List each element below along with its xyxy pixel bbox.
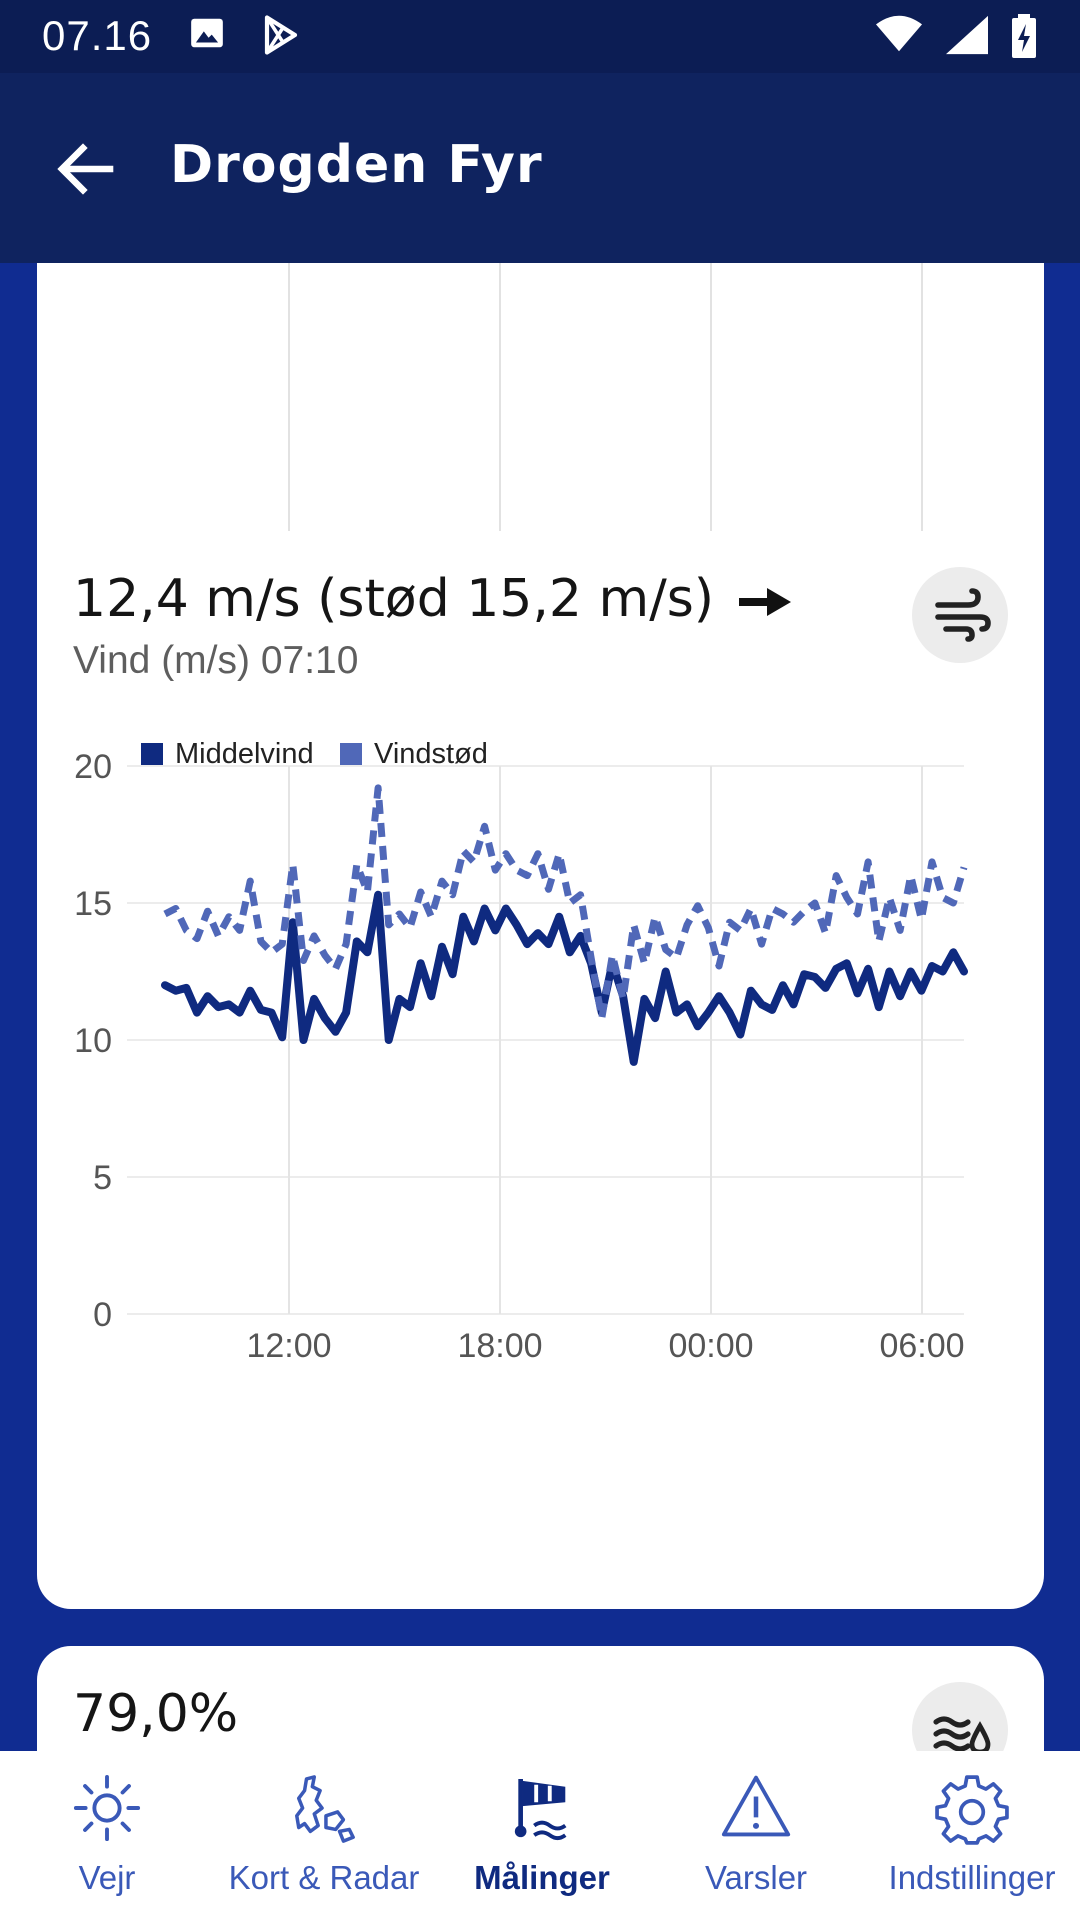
- windsock-icon: [514, 1778, 567, 1841]
- y-tick-label: 20: [74, 748, 112, 786]
- play-store-icon: [264, 15, 298, 55]
- nav-label-kort-radar: Kort & Radar: [228, 1859, 420, 1896]
- nav-label-varsler: Varsler: [704, 1859, 808, 1896]
- map-icon: [295, 1775, 355, 1843]
- legend-label: Middelvind: [175, 738, 314, 770]
- series-vindstod-line: [163, 784, 968, 1022]
- nav-item-indstillinger[interactable]: Indstillinger: [872, 1751, 1072, 1920]
- wifi-icon: [876, 15, 922, 52]
- humidity-badge: [912, 1682, 1008, 1751]
- wind-icon: [935, 588, 991, 642]
- series-middelvind-line: [161, 890, 968, 1066]
- humidity-icon: [933, 1716, 991, 1751]
- status-time: 07.16: [42, 12, 153, 59]
- wind-badge: [912, 567, 1008, 663]
- nav-item-vejr[interactable]: Vejr: [42, 1751, 172, 1920]
- humidity-card[interactable]: 79,0%: [37, 1646, 1044, 1751]
- x-tick-label: 18:00: [457, 1327, 542, 1365]
- page-title: Drogden Fyr: [170, 135, 543, 195]
- nav-label-vejr: Vejr: [78, 1859, 136, 1896]
- legend-label: Vindstød: [374, 738, 488, 770]
- x-tick-label: 12:00: [246, 1327, 331, 1365]
- nav-item-kort-radar[interactable]: Kort & Radar: [216, 1751, 432, 1920]
- nav-item-varsler[interactable]: Varsler: [686, 1751, 826, 1920]
- back-arrow-icon[interactable]: [50, 133, 122, 205]
- wind-chart: 0 5 10 15 20 12:00 18:00 00:00 06:00 Middelvind Vi…: [74, 738, 968, 1365]
- battery-charging-icon: [1012, 14, 1036, 58]
- bottom-navigation: Vejr Kort & Radar Målinger Varsler: [0, 1751, 1080, 1920]
- warning-icon: [721, 1775, 791, 1837]
- wind-speed-text: 12,4 m/s (stød 15,2 m/s): [73, 569, 715, 629]
- nav-item-malinger[interactable]: Målinger: [462, 1751, 622, 1920]
- nav-label-malinger: Målinger: [474, 1859, 610, 1896]
- wind-card[interactable]: 12,4 m/s (stød 15,2 m/s) Vind (m/s) 07:1…: [37, 531, 1044, 1609]
- measurements-list[interactable]: 10 12:00 18:00 00:00 06:00 12,4 m/s (stød 15…: [0, 263, 1080, 1751]
- y-tick-label: 10: [74, 1022, 112, 1060]
- image-notification-icon: [191, 18, 223, 48]
- y-tick-label: 0: [93, 1296, 112, 1334]
- legend-swatch: [141, 743, 163, 765]
- status-bar: 07.16: [0, 0, 1080, 73]
- y-tick-label: 5: [93, 1159, 112, 1197]
- legend-swatch: [340, 743, 362, 765]
- arrow-right-icon: [738, 588, 791, 616]
- wind-value: 12,4 m/s (stød 15,2 m/s): [73, 569, 793, 629]
- x-tick-label: 06:00: [879, 1327, 964, 1365]
- gear-icon: [935, 1775, 1009, 1845]
- x-tick-label: 00:00: [668, 1327, 753, 1365]
- humidity-value: 79,0%: [73, 1684, 239, 1744]
- wind-subtitle: Vind (m/s) 07:10: [73, 639, 359, 682]
- signal-icon: [946, 15, 988, 55]
- app-bar: Drogden Fyr: [0, 73, 1080, 263]
- nav-label-indstillinger: Indstillinger: [888, 1859, 1056, 1896]
- y-tick-label: 15: [74, 885, 112, 923]
- sun-icon: [73, 1774, 141, 1842]
